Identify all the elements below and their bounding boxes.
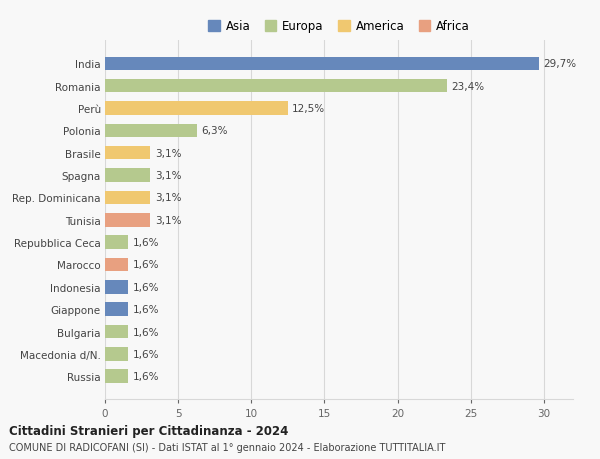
Bar xyxy=(105,347,128,361)
Bar xyxy=(105,280,128,294)
Bar xyxy=(105,258,128,272)
Text: 12,5%: 12,5% xyxy=(292,104,325,114)
Text: 1,6%: 1,6% xyxy=(133,282,159,292)
Bar xyxy=(105,325,128,338)
Text: 1,6%: 1,6% xyxy=(133,304,159,314)
Bar xyxy=(105,80,447,93)
Bar xyxy=(105,236,128,249)
Text: 3,1%: 3,1% xyxy=(155,171,181,181)
Bar xyxy=(105,191,151,205)
Bar xyxy=(105,213,151,227)
Bar xyxy=(105,57,539,71)
Text: 3,1%: 3,1% xyxy=(155,193,181,203)
Legend: Asia, Europa, America, Africa: Asia, Europa, America, Africa xyxy=(205,17,473,37)
Bar xyxy=(105,369,128,383)
Bar xyxy=(105,124,197,138)
Text: 3,1%: 3,1% xyxy=(155,148,181,158)
Text: 1,6%: 1,6% xyxy=(133,327,159,337)
Text: Cittadini Stranieri per Cittadinanza - 2024: Cittadini Stranieri per Cittadinanza - 2… xyxy=(9,425,289,437)
Text: 29,7%: 29,7% xyxy=(544,59,577,69)
Bar xyxy=(105,303,128,316)
Text: 6,3%: 6,3% xyxy=(202,126,228,136)
Bar xyxy=(105,147,151,160)
Text: 23,4%: 23,4% xyxy=(452,82,485,91)
Bar xyxy=(105,102,288,116)
Text: 1,6%: 1,6% xyxy=(133,371,159,381)
Text: 1,6%: 1,6% xyxy=(133,238,159,247)
Text: 3,1%: 3,1% xyxy=(155,215,181,225)
Text: COMUNE DI RADICOFANI (SI) - Dati ISTAT al 1° gennaio 2024 - Elaborazione TUTTITA: COMUNE DI RADICOFANI (SI) - Dati ISTAT a… xyxy=(9,442,445,452)
Text: 1,6%: 1,6% xyxy=(133,349,159,359)
Text: 1,6%: 1,6% xyxy=(133,260,159,270)
Bar xyxy=(105,169,151,182)
